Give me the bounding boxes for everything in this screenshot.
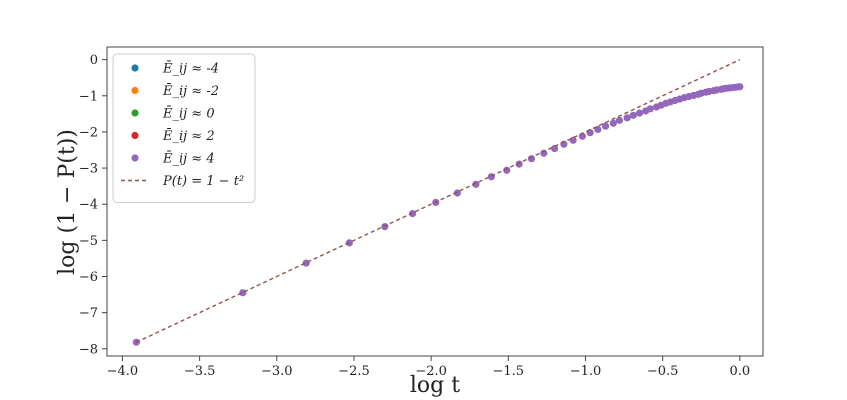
legend-marker bbox=[131, 131, 139, 140]
y-axis-label: log (1 − P(t)) bbox=[55, 129, 80, 275]
legend-marker bbox=[131, 64, 139, 72]
y-tick-label: 0 bbox=[90, 53, 98, 68]
y-tick-label: −7 bbox=[79, 306, 98, 321]
legend-label: Ē_ij ≈ 4 bbox=[162, 151, 215, 167]
x-tick-label: 0.0 bbox=[730, 364, 751, 379]
data-point bbox=[515, 160, 523, 168]
legend-marker bbox=[131, 109, 139, 117]
data-point bbox=[503, 166, 511, 174]
x-tick-label: −0.5 bbox=[647, 364, 679, 379]
data-point bbox=[609, 119, 617, 127]
legend-label: Ē_ij ≈ -4 bbox=[162, 61, 219, 77]
legend-box bbox=[112, 53, 256, 203]
data-point bbox=[540, 149, 548, 157]
legend-label: P(t) = 1 − t² bbox=[162, 174, 244, 189]
legend-marker bbox=[131, 154, 139, 162]
y-tick-label: −1 bbox=[79, 89, 98, 104]
x-tick-label: −2.0 bbox=[415, 364, 447, 379]
y-tick-label: −5 bbox=[79, 234, 98, 249]
x-tick-label: −1.5 bbox=[493, 364, 525, 379]
y-tick-label: −3 bbox=[79, 162, 98, 177]
data-point bbox=[623, 114, 631, 122]
axes-ticks: −4.0 −3.5 −3.0 −2.5 −2.0 −1.5 −1.0 −0.5 0.0 0 −1 −2… bbox=[79, 53, 750, 379]
legend-label: Ē_ij ≈ 2 bbox=[162, 128, 215, 144]
data-point bbox=[551, 144, 559, 153]
data-point bbox=[453, 189, 461, 197]
x-axis-label: log t bbox=[410, 373, 460, 398]
plot-frame bbox=[106, 46, 764, 357]
x-tick-label: −3.0 bbox=[261, 364, 293, 379]
x-tick-label: −2.5 bbox=[338, 364, 370, 379]
x-tick-label: −3.5 bbox=[184, 364, 216, 379]
y-tick-label: −4 bbox=[79, 198, 98, 213]
data-point bbox=[615, 116, 624, 124]
legend: Ē_ij ≈ -4 Ē_ij ≈ -2 Ē_ij ≈ 0 Ē_ij ≈ 2 Ē_ij ≈… bbox=[112, 53, 256, 203]
data-point bbox=[527, 155, 536, 163]
data-point bbox=[635, 109, 644, 117]
data-point bbox=[646, 105, 654, 113]
y-tick-label: −2 bbox=[79, 125, 98, 140]
y-tick-label: −8 bbox=[79, 342, 98, 357]
data-point bbox=[601, 122, 610, 130]
data-point bbox=[736, 83, 744, 91]
y-tick-label: −6 bbox=[79, 270, 98, 285]
data-point bbox=[345, 239, 353, 247]
legend-marker bbox=[131, 86, 139, 95]
data-point bbox=[629, 111, 637, 119]
x-tick-label: −1.0 bbox=[570, 364, 602, 379]
legend-label: Ē_ij ≈ 0 bbox=[162, 106, 215, 122]
plot-layer bbox=[132, 59, 744, 346]
data-point bbox=[569, 136, 577, 144]
data-point bbox=[239, 289, 247, 297]
x-tick-label: −4.0 bbox=[107, 364, 139, 379]
legend-label: Ē_ij ≈ -2 bbox=[162, 83, 219, 99]
series-line-reference bbox=[136, 59, 741, 343]
data-point bbox=[472, 180, 480, 188]
data-point bbox=[302, 259, 310, 267]
